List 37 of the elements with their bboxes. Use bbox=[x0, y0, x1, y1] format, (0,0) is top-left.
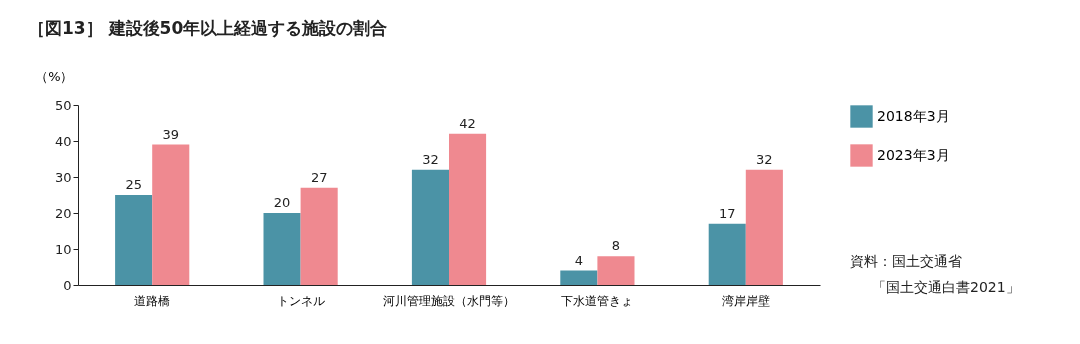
data-label: 32 bbox=[422, 151, 439, 167]
bar bbox=[411, 169, 449, 285]
data-label: 8 bbox=[611, 238, 621, 254]
data-label: 27 bbox=[310, 169, 328, 185]
bar bbox=[115, 195, 153, 285]
bar bbox=[300, 187, 338, 285]
legend-label: 2018年3月 bbox=[877, 107, 950, 124]
x-tick-label: 湾岸岸壁 bbox=[721, 293, 770, 308]
y-axis-title: （%） bbox=[35, 68, 74, 84]
bar bbox=[152, 144, 190, 285]
bar bbox=[560, 270, 598, 285]
data-label: 4 bbox=[574, 252, 583, 268]
chart-title: ［図13］ 建設後50年以上経過する施設の割合 bbox=[28, 18, 388, 38]
x-tick-label: 下水道管きょ bbox=[561, 293, 634, 308]
data-label: 32 bbox=[756, 151, 773, 167]
y-tick-label: 50 bbox=[54, 97, 72, 113]
bar bbox=[597, 256, 635, 285]
data-label: 25 bbox=[125, 177, 142, 192]
y-tick-label: 40 bbox=[54, 133, 72, 149]
y-tick-label: 0 bbox=[63, 277, 72, 293]
y-tick-label: 10 bbox=[54, 241, 72, 257]
bar bbox=[708, 223, 746, 285]
legend-label: 2023年3月 bbox=[877, 146, 950, 163]
bar bbox=[449, 133, 487, 285]
x-tick-label: 道路橋 bbox=[134, 293, 171, 308]
x-tick-label: 河川管理施設（水門等） bbox=[383, 293, 515, 308]
y-tick-label: 20 bbox=[54, 205, 72, 221]
y-tick-label: 30 bbox=[54, 169, 72, 185]
x-tick-label: トンネル bbox=[276, 293, 325, 308]
data-label: 20 bbox=[273, 195, 291, 210]
data-label: 39 bbox=[162, 126, 180, 142]
data-label: 17 bbox=[718, 205, 736, 221]
text: 資料：国土交通省 bbox=[850, 252, 963, 271]
bar bbox=[263, 213, 301, 285]
text: 「国土交通白書2021」 bbox=[871, 278, 1020, 297]
data-label: 42 bbox=[459, 115, 476, 131]
bar bbox=[745, 169, 783, 285]
